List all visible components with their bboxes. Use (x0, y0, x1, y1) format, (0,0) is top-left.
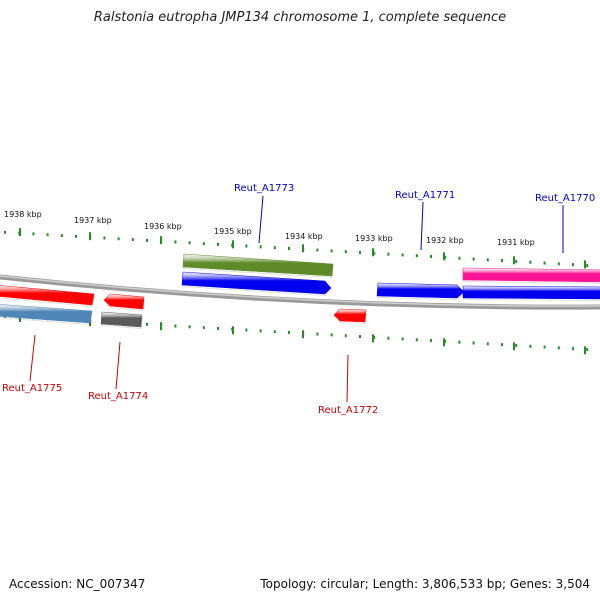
scale-label: 1934 kbp (285, 232, 323, 241)
gene-label-reut_a1772[interactable]: Reut_A1772 (318, 405, 378, 416)
scale-label: 1933 kbp (355, 234, 393, 243)
scale-labels: 1938 kbp 1937 kbp 1936 kbp 1935 kbp 1934 kbp… (4, 210, 535, 247)
gene-features (0, 253, 600, 330)
gene-label-reut_a1770[interactable]: Reut_A1770 (535, 193, 595, 204)
accession-text: Accession: NC_007347 (9, 577, 146, 591)
label-leader-line (29, 334, 36, 382)
genome-summary-text: Topology: circular; Length: 3,806,533 bp… (260, 577, 590, 591)
gene-label-reut_a1774[interactable]: Reut_A1774 (88, 391, 148, 402)
gene-a1770-pink[interactable] (462, 267, 600, 283)
label-leader-line (420, 201, 424, 251)
gene-a1773-green[interactable] (182, 253, 334, 277)
gene-a1774-red[interactable] (103, 293, 145, 310)
chromosome-backbone-highlight (0, 275, 600, 307)
gene-label-reut_a1773[interactable]: Reut_A1773 (234, 183, 294, 194)
gene-label-reut_a1775[interactable]: Reut_A1775 (2, 383, 62, 394)
scale-label: 1932 kbp (426, 236, 464, 245)
label-leader-line (346, 354, 349, 403)
gene-a1775-blue[interactable] (0, 304, 93, 324)
scale-label: 1937 kbp (74, 216, 112, 225)
gene-label-reut_a1771[interactable]: Reut_A1771 (395, 190, 455, 201)
gene-a1771-blue[interactable] (376, 282, 465, 299)
scale-label: 1938 kbp (4, 210, 42, 219)
gene-a1772-red[interactable] (333, 308, 367, 323)
gene-a1775-red[interactable] (0, 285, 95, 306)
scale-label: 1931 kbp (497, 238, 535, 247)
chromosome-backbone (0, 274, 600, 310)
gene-a1774-gray[interactable] (100, 311, 143, 328)
scale-label: 1935 kbp (214, 227, 252, 236)
map-title: Ralstonia eutropha JMP134 chromosome 1, … (93, 10, 507, 25)
scale-label: 1936 kbp (144, 222, 182, 231)
gene-labels: Reut_A1773 Reut_A1771 Reut_A1770 Reut_A1775… (2, 183, 595, 416)
gene-a1770-blue[interactable] (462, 285, 600, 300)
label-leader-line (115, 341, 121, 390)
lower-tick-track (4, 314, 589, 355)
upper-tick-track (4, 228, 589, 269)
label-leader-line (258, 195, 264, 244)
gene-a1773-blue[interactable] (181, 271, 332, 295)
